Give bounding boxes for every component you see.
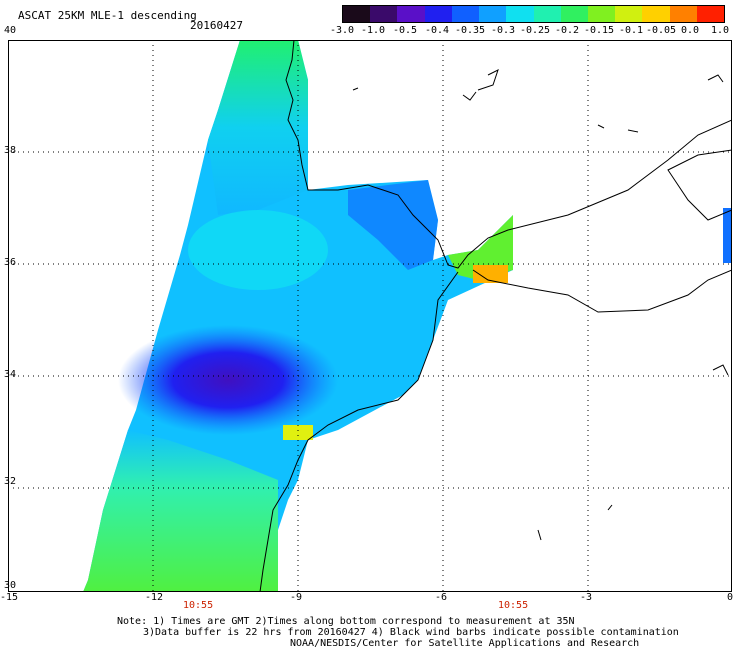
color-scale-bar	[342, 5, 725, 23]
scale-label: -0.05	[645, 25, 677, 36]
lon-label: -12	[145, 592, 164, 603]
color-scale-segment	[451, 6, 480, 22]
lon-label: -9	[290, 592, 303, 603]
scale-label: 0.0	[680, 25, 700, 36]
color-scale-segment	[587, 6, 616, 22]
color-scale-segment	[397, 6, 425, 22]
lat-label: 30	[4, 580, 17, 591]
wind-map	[8, 40, 732, 592]
scale-label: -0.1	[618, 25, 644, 36]
scale-label: -1.0	[360, 25, 386, 36]
map-frame	[8, 40, 732, 592]
product-title: ASCAT 25KM MLE-1 descending	[18, 9, 197, 22]
note-line-3: NOAA/NESDIS/Center for Satellite Applica…	[290, 638, 640, 649]
scale-label: -0.15	[583, 25, 615, 36]
lat-label: 36	[4, 257, 17, 268]
note-line-1: Note: 1) Times are GMT 2)Times along bot…	[117, 616, 575, 627]
color-scale-segment	[533, 6, 561, 22]
lat-lon-grid	[8, 40, 732, 592]
color-scale-segment	[479, 6, 507, 22]
scale-label: 1.0	[710, 25, 730, 36]
scale-label: -0.25	[519, 25, 551, 36]
lon-label: -6	[435, 592, 448, 603]
color-scale-segment	[506, 6, 534, 22]
color-scale-segment	[343, 6, 371, 22]
scale-label: -0.5	[392, 25, 418, 36]
product-date: 20160427	[190, 19, 243, 32]
lat-label: 34	[4, 369, 17, 380]
color-scale-segment	[424, 6, 452, 22]
color-scale-segment	[669, 6, 697, 22]
lat-label: 40	[4, 25, 17, 36]
color-scale-segment	[642, 6, 670, 22]
lon-label: -15	[0, 592, 19, 603]
lat-label: 38	[4, 145, 17, 156]
lat-label: 32	[4, 476, 17, 487]
color-scale-segment	[560, 6, 588, 22]
lon-label: 0	[727, 592, 734, 603]
coastlines	[259, 40, 732, 592]
scale-label: -0.4	[424, 25, 450, 36]
scale-label: -0.35	[454, 25, 486, 36]
scale-label: -0.2	[554, 25, 580, 36]
scale-label: -3.0	[329, 25, 355, 36]
color-scale-segment	[696, 6, 725, 22]
pass-time-label: 10:55	[183, 600, 214, 611]
note-line-2: 3)Data buffer is 22 hrs from 20160427 4)…	[143, 627, 679, 638]
scale-label: -0.3	[490, 25, 516, 36]
color-scale-segment	[370, 6, 398, 22]
color-scale-segment	[615, 6, 643, 22]
pass-time-label: 10:55	[498, 600, 529, 611]
lon-label: -3	[580, 592, 593, 603]
data-swath	[83, 40, 732, 592]
